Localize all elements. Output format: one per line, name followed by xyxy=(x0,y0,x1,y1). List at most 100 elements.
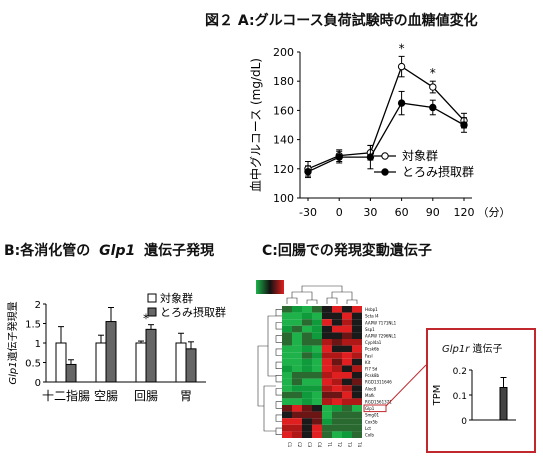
series-line-0 xyxy=(307,65,465,170)
y-tick-label: 0 xyxy=(35,378,41,389)
heatmap-cell xyxy=(352,378,362,386)
heatmap-cell xyxy=(342,365,352,372)
heatmap-cell xyxy=(282,352,292,359)
heatmap-cell xyxy=(312,319,322,326)
heatmap-cell xyxy=(282,385,292,392)
sample-label: T1 xyxy=(327,441,332,447)
significance-mark: * xyxy=(430,66,436,80)
heatmap-cell xyxy=(332,418,342,425)
y-tick-label: 0.5 xyxy=(25,359,41,370)
heatmap-cell xyxy=(332,339,342,346)
heatmap-cell xyxy=(322,405,332,412)
heatmap-cell xyxy=(352,325,362,333)
gene-label: RGD1311646 xyxy=(365,380,392,385)
heatmap-cell xyxy=(312,358,322,366)
gene-label: Aloc8 xyxy=(365,386,376,391)
x-unit-label: （分） xyxy=(478,206,511,219)
highlight-box xyxy=(363,404,387,413)
heatmap-cell xyxy=(342,358,352,366)
heatmap-cell xyxy=(302,339,312,346)
heatmap-cell xyxy=(292,372,302,379)
heatmap-cell xyxy=(282,345,292,353)
heatmap-cell xyxy=(312,339,322,346)
sample-label: T3 xyxy=(347,441,352,447)
y-axis-label: Glp1遺伝子発現量 xyxy=(6,301,19,384)
heatmap-cell xyxy=(322,411,332,419)
data-point xyxy=(429,103,437,112)
heatmap-cell xyxy=(352,306,362,313)
legend-swatch xyxy=(147,293,157,303)
sample-label: T2 xyxy=(337,441,342,447)
heatmap-cell xyxy=(292,352,302,359)
heatmap-cell xyxy=(342,385,352,392)
heatmap-cell xyxy=(322,332,332,339)
category-label: 回腸 xyxy=(134,389,158,403)
x-tick-label: 30 xyxy=(363,206,377,219)
y-tick-label: 120 xyxy=(273,163,294,176)
heatmap-cell xyxy=(332,332,342,339)
heatmap-cell xyxy=(282,378,292,386)
heatmap-cell xyxy=(302,365,312,372)
y-tick-label: 2 xyxy=(35,300,41,311)
heatmap-cell xyxy=(322,319,332,326)
heatmap-cell xyxy=(322,391,332,399)
heatmap-cell xyxy=(332,372,342,379)
heatmap-cell xyxy=(302,391,312,399)
heatmap-cell xyxy=(352,358,362,366)
heatmap-cell xyxy=(282,405,292,412)
heatmap-cell xyxy=(342,332,352,339)
heatmap-cell xyxy=(332,319,342,326)
legend-marker xyxy=(381,168,389,176)
heatmap-cell xyxy=(292,378,302,386)
y-tick-label: 160 xyxy=(273,104,294,117)
gene-label: RGD1561371 xyxy=(365,400,392,405)
heatmap-cell xyxy=(302,325,312,333)
heatmap-cell xyxy=(332,398,342,405)
heatmap-cell xyxy=(352,339,362,346)
gene-label: Hsbp1 xyxy=(365,307,378,312)
heatmap-cell xyxy=(302,372,312,379)
heatmap-cell xyxy=(342,352,352,359)
heatmap-cell xyxy=(342,398,352,405)
gene-label: Ssp1 xyxy=(365,327,375,332)
legend-label: とろみ摂取群 xyxy=(402,164,474,179)
heatmap-cell xyxy=(292,391,302,399)
heatmap-cell xyxy=(312,325,322,333)
heatmap-cell xyxy=(332,306,342,313)
legend-label: 対象群 xyxy=(402,149,438,163)
heatmap-cell xyxy=(282,358,292,366)
heatmap-cell xyxy=(322,345,332,353)
heatmap-cell xyxy=(342,339,352,346)
heatmap-cell xyxy=(302,319,312,326)
inset-title-suffix: 遺伝子 xyxy=(472,344,503,355)
heatmap-cell xyxy=(302,424,312,432)
gene-label: Cypl4a1 xyxy=(365,340,382,345)
heatmap-cell xyxy=(312,398,322,405)
heatmap-cell xyxy=(282,391,292,399)
gene-label: Fl7 Sd xyxy=(365,367,378,372)
data-point xyxy=(304,168,312,176)
x-tick-label: 120 xyxy=(454,206,475,219)
gene-label: Lct xyxy=(365,426,371,431)
category-label: 十二指腸 xyxy=(42,388,90,403)
heatmap-cell xyxy=(282,418,292,425)
heatmap-cell xyxy=(352,372,362,379)
heatmap-cell xyxy=(282,398,292,405)
y-tick-label: 1.5 xyxy=(25,320,41,331)
heatmap-cell xyxy=(282,306,292,313)
panel-b-title: B:各消化管の Glp1 遺伝子発現 xyxy=(4,240,214,260)
y-tick-label: 180 xyxy=(273,75,294,88)
heatmap-cell xyxy=(302,431,312,438)
heatmap-cell xyxy=(322,431,332,438)
heatmap-cell xyxy=(282,411,292,419)
heatmap-cell xyxy=(352,312,362,320)
color-key xyxy=(256,280,284,294)
sample-label: C2 xyxy=(297,442,302,448)
heatmap-cell xyxy=(292,398,302,405)
heatmap-cell xyxy=(352,411,362,419)
heatmap-cell xyxy=(302,398,312,405)
y-tick-label: 100 xyxy=(273,192,294,205)
heatmap-cell xyxy=(312,372,322,379)
heatmap-cell xyxy=(342,319,352,326)
y-tick-label: 0 xyxy=(461,417,467,427)
